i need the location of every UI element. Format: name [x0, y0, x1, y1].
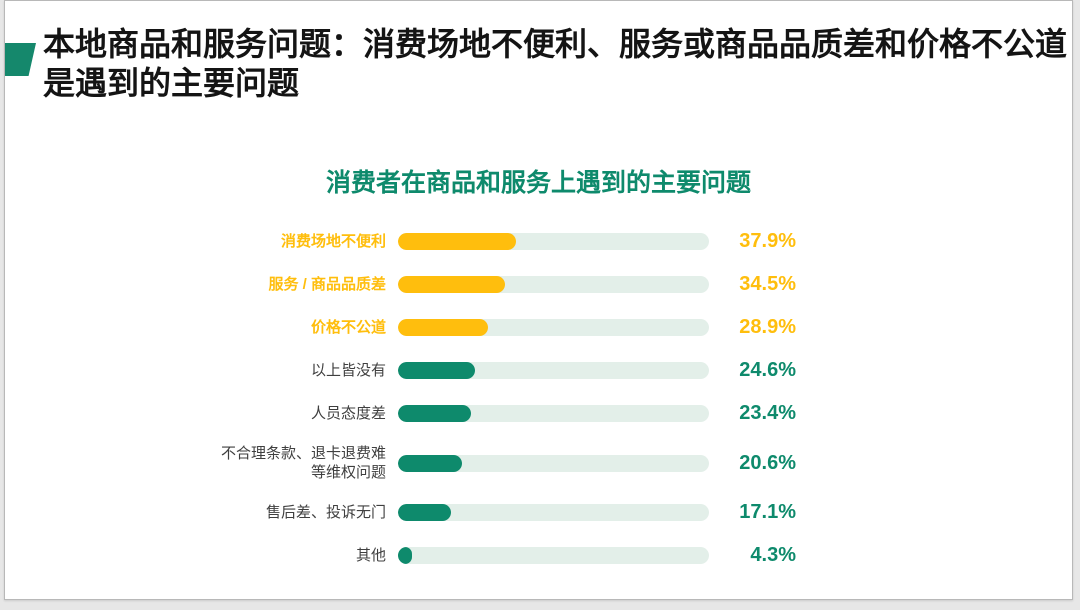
chart-row: 消费场地不便利 37.9% — [65, 220, 796, 263]
bar-value-label: 24.6% — [739, 359, 796, 381]
chart-row: 人员态度差 23.4% — [65, 392, 796, 435]
bar-track — [398, 405, 709, 422]
bar-category-label: 不合理条款、退卡退费难等维权问题 — [220, 444, 386, 482]
bar-category-label: 服务 / 商品品质差 — [268, 275, 386, 293]
bar-track — [398, 454, 709, 472]
bar-track — [398, 276, 709, 293]
slide-title-line-1: 本地商品和服务问题：消费场地不便利、服务或商品品质差和价格不公道 — [43, 26, 1068, 62]
chart-row: 服务 / 商品品质差 34.5% — [65, 263, 796, 306]
bar-track — [398, 504, 709, 521]
bar — [398, 504, 452, 521]
bar-category-label: 其他 — [355, 546, 386, 564]
presentation-slide: 本地商品和服务问题：消费场地不便利、服务或商品品质差和价格不公道 是遇到的主要问… — [4, 0, 1073, 600]
bar — [398, 276, 506, 293]
bar-value-label: 20.6% — [739, 451, 796, 474]
bar — [398, 454, 463, 472]
bar-track — [398, 362, 709, 379]
bar-value-label: 34.5% — [739, 273, 796, 295]
chart-row: 其他 4.3% — [65, 534, 796, 577]
header-accent-marker-icon — [5, 43, 36, 76]
chart-row: 以上皆没有 24.6% — [65, 349, 796, 392]
bar-track — [398, 319, 709, 336]
bar-value-label: 17.1% — [739, 501, 796, 523]
bar — [398, 319, 488, 336]
chart-row: 不合理条款、退卡退费难等维权问题 20.6% — [65, 435, 796, 491]
bar-value-label: 23.4% — [739, 402, 796, 424]
bar — [398, 547, 412, 564]
bar-value-label: 37.9% — [739, 230, 796, 252]
bar-category-label: 售后差、投诉无门 — [265, 503, 386, 521]
bar-track — [398, 547, 709, 564]
slide-title: 本地商品和服务问题：消费场地不便利、服务或商品品质差和价格不公道 是遇到的主要问… — [43, 25, 1073, 103]
bar-value-label: 28.9% — [739, 316, 796, 338]
chart-row: 价格不公道 28.9% — [65, 306, 796, 349]
bar-chart: 消费场地不便利 37.9% 服务 / 商品品质差 34.5% 价格不公道 28.… — [65, 220, 796, 577]
bar-category-label: 消费场地不便利 — [280, 232, 386, 250]
bar-value-label: 4.3% — [750, 544, 796, 566]
bar — [398, 405, 471, 422]
bar-category-label: 人员态度差 — [310, 404, 386, 422]
bar-category-label: 以上皆没有 — [310, 361, 386, 379]
bar — [398, 362, 475, 379]
bar-track — [398, 233, 709, 250]
chart-title: 消费者在商品和服务上遇到的主要问题 — [325, 169, 751, 197]
chart-row: 售后差、投诉无门 17.1% — [65, 491, 796, 534]
slide-title-line-2: 是遇到的主要问题 — [43, 65, 300, 101]
bar-category-label: 价格不公道 — [310, 318, 386, 336]
bar — [398, 233, 516, 250]
